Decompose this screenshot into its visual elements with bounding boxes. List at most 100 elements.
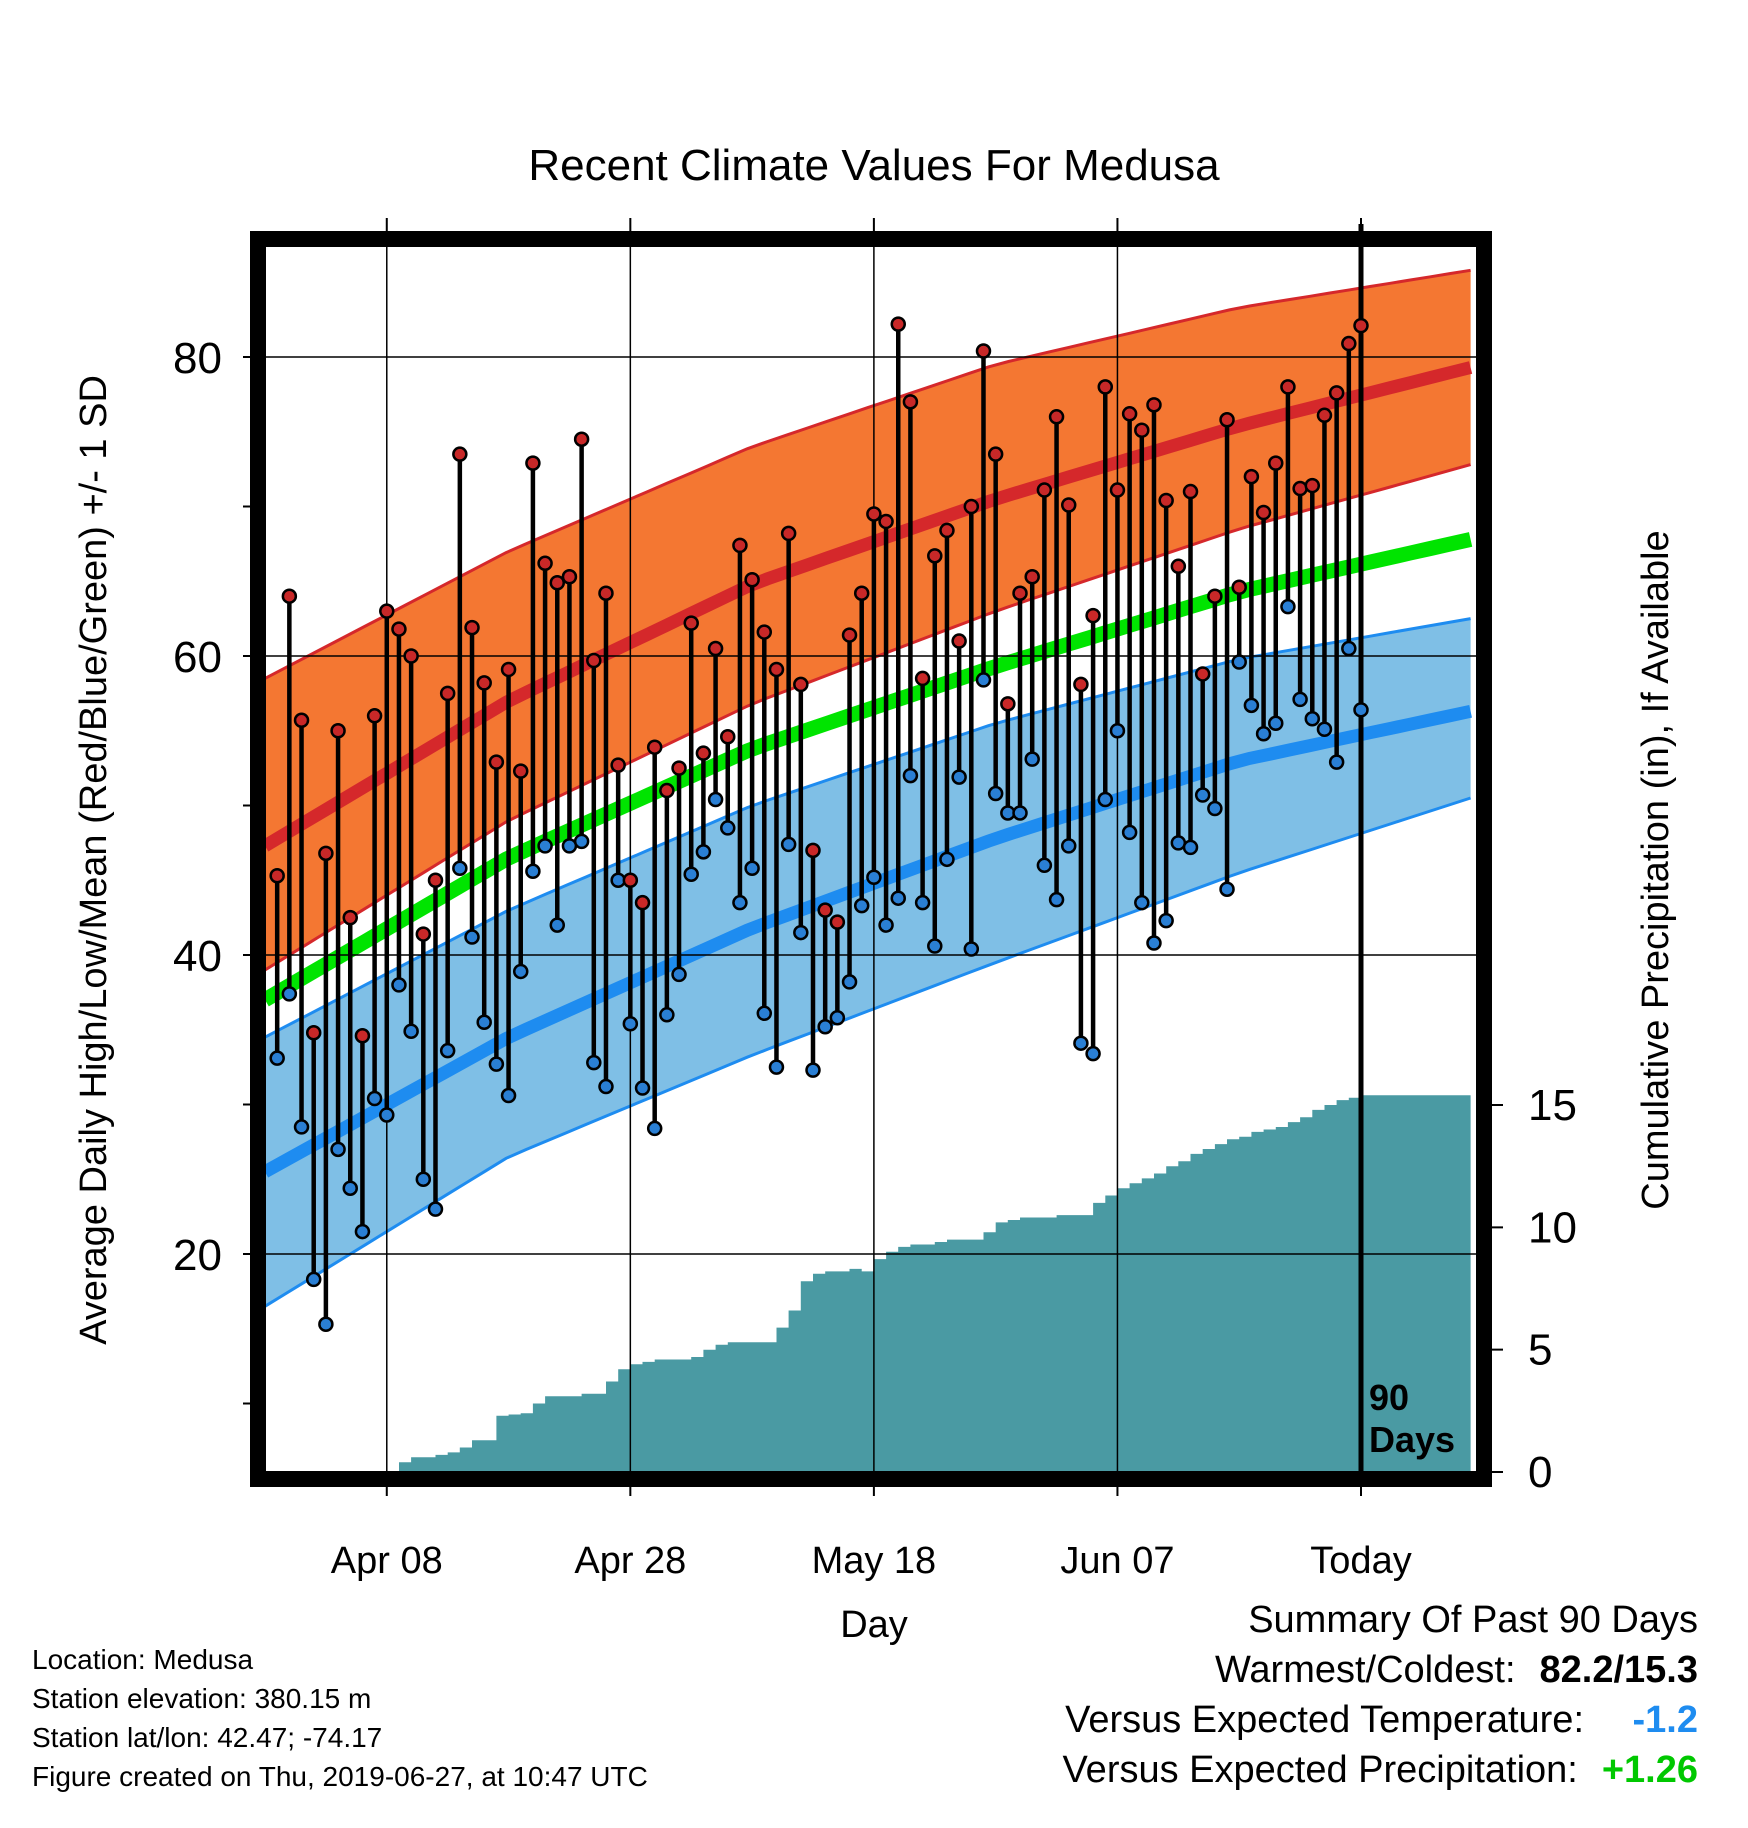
daily-low-point xyxy=(634,1080,651,1096)
daily-high-point xyxy=(939,522,955,539)
daily-low-point xyxy=(793,924,809,941)
daily-high-point xyxy=(1073,676,1089,693)
daily-high-point xyxy=(853,585,870,601)
daily-high-point xyxy=(987,446,1004,462)
daily-low-point xyxy=(293,1119,310,1135)
y2-axis-label: Cumulative Precipitation (in), If Availa… xyxy=(1635,530,1677,1209)
daily-low-point xyxy=(354,1223,371,1240)
daily-high-point xyxy=(695,745,712,761)
daily-high-point xyxy=(951,633,967,649)
daily-low-point xyxy=(646,1120,663,1137)
daily-low-point xyxy=(805,1062,821,1078)
daily-high-point xyxy=(610,757,626,773)
summary-precip-row: Versus Expected Precipitation: +1.26 xyxy=(1062,1745,1698,1795)
daily-low-point xyxy=(1085,1045,1101,1062)
daily-low-point xyxy=(1194,787,1211,803)
daily-high-point xyxy=(1280,379,1296,395)
daily-high-point xyxy=(439,685,456,702)
daily-low-point xyxy=(464,929,480,945)
daily-low-point xyxy=(366,1090,383,1107)
daily-high-point xyxy=(427,872,444,888)
daily-high-point xyxy=(1121,406,1138,422)
daily-low-point xyxy=(1231,654,1247,670)
x-axis-label: Day xyxy=(840,1604,908,1646)
daily-low-point xyxy=(841,974,858,990)
daily-low-point xyxy=(1182,839,1199,856)
daily-low-point xyxy=(963,941,980,957)
daily-high-point xyxy=(1182,483,1199,500)
daily-high-point xyxy=(293,712,310,729)
daily-low-point xyxy=(927,938,943,954)
daily-low-point xyxy=(902,767,919,784)
daily-high-point xyxy=(330,723,346,739)
daily-high-point xyxy=(817,902,833,918)
daily-high-point xyxy=(914,670,931,687)
daily-low-point xyxy=(1048,891,1065,908)
summary-temp-row: Versus Expected Temperature: -1.2 xyxy=(1062,1695,1698,1745)
daily-high-point xyxy=(1231,579,1247,595)
daily-low-point xyxy=(476,1014,492,1031)
x-tick-label: Apr 28 xyxy=(574,1540,686,1582)
daily-high-point xyxy=(841,627,858,643)
daily-low-point xyxy=(1280,598,1296,615)
summary-extremes-row: Warmest/Coldest: 82.2/15.3 xyxy=(1062,1645,1698,1695)
normal-high-mean-line xyxy=(261,361,1473,852)
daily-high-point xyxy=(549,574,566,591)
daily-low-point xyxy=(1060,838,1077,854)
daily-high-point xyxy=(281,588,298,604)
daily-high-point xyxy=(1255,504,1272,521)
daily-low-point xyxy=(829,1010,846,1026)
daily-high-point xyxy=(512,763,529,779)
daily-high-point xyxy=(732,537,748,554)
daily-high-point xyxy=(1292,480,1308,497)
daily-low-point xyxy=(415,1171,432,1187)
daily-high-point xyxy=(318,845,334,862)
daily-high-point xyxy=(354,1027,371,1044)
daily-high-point xyxy=(756,624,773,640)
daily-low-point xyxy=(1292,691,1308,708)
daily-high-point xyxy=(1207,588,1223,604)
daily-low-point xyxy=(330,1141,346,1158)
x-tick-label: Apr 08 xyxy=(331,1540,443,1582)
daily-low-point xyxy=(951,769,967,785)
daily-high-point xyxy=(683,615,699,631)
daily-high-point xyxy=(1353,317,1369,334)
daily-low-point xyxy=(318,1316,334,1333)
daily-low-point xyxy=(987,785,1004,802)
extremes-label: Warmest/Coldest: xyxy=(1214,1649,1516,1691)
daily-high-point xyxy=(598,585,614,601)
daily-low-point xyxy=(1328,754,1345,770)
daily-low-point xyxy=(744,860,760,877)
daily-low-point xyxy=(512,963,529,980)
daily-low-point xyxy=(391,977,407,993)
precip-value: +1.26 xyxy=(1601,1749,1698,1791)
daily-high-point xyxy=(1243,468,1260,485)
daily-low-point xyxy=(707,791,724,808)
daily-high-point xyxy=(1060,497,1077,513)
daily-high-point xyxy=(403,648,419,664)
daily-high-point xyxy=(1341,335,1357,352)
daily-low-point xyxy=(1207,800,1223,817)
y2-tick-label: 5 xyxy=(1528,1326,1552,1375)
daily-high-point xyxy=(537,555,553,572)
daily-low-point xyxy=(695,844,712,860)
daily-low-point xyxy=(1109,723,1126,739)
created-text: Figure created on Thu, 2019-06-27, at 10… xyxy=(32,1761,648,1792)
y2-tick-label: 15 xyxy=(1528,1081,1577,1130)
extremes-value: 82.2/15.3 xyxy=(1539,1649,1698,1691)
daily-low-point xyxy=(525,863,541,880)
daily-high-point xyxy=(1000,696,1016,712)
daily-high-point xyxy=(975,343,992,359)
daily-high-point xyxy=(415,926,432,942)
normal-low-mean-line xyxy=(261,704,1472,1178)
daily-low-point xyxy=(403,1023,419,1039)
daily-high-point xyxy=(269,868,285,884)
daily-low-point xyxy=(659,1007,675,1023)
daily-high-point xyxy=(720,728,736,745)
daily-high-point xyxy=(476,675,492,691)
latlon-text: Station lat/lon: 42.47; -74.17 xyxy=(32,1722,383,1753)
daily-low-point xyxy=(1341,640,1357,657)
daily-high-point xyxy=(379,603,395,619)
daily-low-point xyxy=(488,1056,505,1072)
daily-high-point xyxy=(525,455,541,471)
